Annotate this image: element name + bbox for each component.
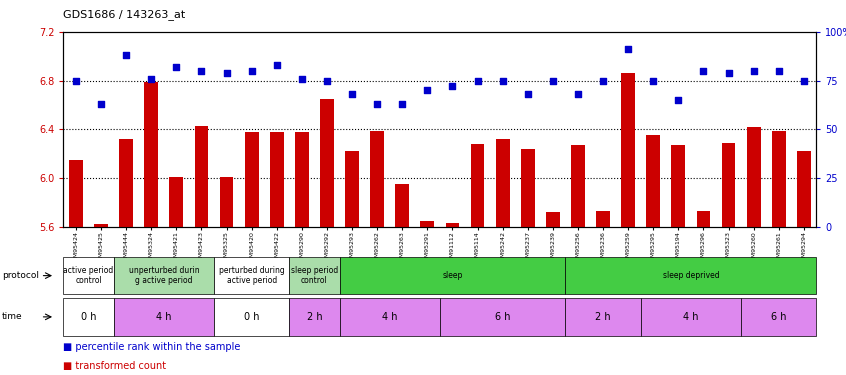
Bar — [345, 151, 359, 227]
Text: sleep period
control: sleep period control — [291, 266, 338, 285]
Text: time: time — [2, 312, 22, 321]
Bar — [270, 132, 283, 227]
Point — [546, 78, 559, 84]
Bar — [295, 132, 309, 227]
Text: ■ transformed count: ■ transformed count — [63, 361, 167, 371]
Point — [220, 70, 233, 76]
Point — [295, 76, 309, 82]
Bar — [69, 160, 83, 227]
Text: 4 h: 4 h — [382, 312, 398, 322]
Bar — [571, 145, 585, 227]
Bar — [797, 151, 810, 227]
Point — [446, 84, 459, 90]
Bar — [145, 82, 158, 227]
Point — [722, 70, 735, 76]
Point — [747, 68, 761, 74]
Point — [195, 68, 208, 74]
Bar — [395, 184, 409, 227]
Text: sleep deprived: sleep deprived — [662, 271, 719, 280]
Point — [320, 78, 333, 84]
Bar — [470, 144, 485, 227]
Point — [571, 91, 585, 97]
Point — [696, 68, 710, 74]
Point — [596, 78, 610, 84]
Bar — [420, 221, 434, 227]
Point — [69, 78, 83, 84]
Bar — [220, 177, 233, 227]
Text: 0 h: 0 h — [81, 312, 96, 322]
Bar — [496, 139, 509, 227]
Point — [470, 78, 484, 84]
Point — [270, 62, 283, 68]
Bar — [596, 211, 610, 227]
Point — [496, 78, 509, 84]
Bar — [446, 223, 459, 227]
Bar — [696, 211, 711, 227]
Bar — [244, 132, 259, 227]
Text: 4 h: 4 h — [684, 312, 699, 322]
Bar — [119, 139, 133, 227]
Bar — [320, 99, 334, 227]
Text: 6 h: 6 h — [495, 312, 510, 322]
Bar — [371, 130, 384, 227]
Text: unperturbed durin
g active period: unperturbed durin g active period — [129, 266, 199, 285]
Point — [244, 68, 258, 74]
Bar — [722, 143, 735, 227]
Text: 2 h: 2 h — [306, 312, 322, 322]
Bar — [521, 149, 535, 227]
Text: 2 h: 2 h — [596, 312, 611, 322]
Point — [169, 64, 183, 70]
Text: 0 h: 0 h — [244, 312, 260, 322]
Text: sleep: sleep — [442, 271, 463, 280]
Text: active period
control: active period control — [63, 266, 113, 285]
Text: GDS1686 / 143263_at: GDS1686 / 143263_at — [63, 9, 186, 20]
Point — [621, 46, 634, 53]
Point — [94, 101, 107, 107]
Text: 6 h: 6 h — [771, 312, 787, 322]
Bar — [94, 224, 108, 227]
Text: protocol: protocol — [2, 271, 39, 280]
Point — [420, 87, 434, 93]
Bar — [646, 135, 660, 227]
Point — [672, 97, 685, 103]
Point — [371, 101, 384, 107]
Point — [145, 76, 158, 82]
Text: perturbed during
active period: perturbed during active period — [219, 266, 284, 285]
Point — [345, 91, 359, 97]
Point — [772, 68, 785, 74]
Bar — [195, 126, 208, 227]
Point — [646, 78, 660, 84]
Bar — [672, 145, 685, 227]
Bar — [747, 127, 761, 227]
Point — [119, 52, 133, 58]
Bar — [169, 177, 184, 227]
Point — [395, 101, 409, 107]
Point — [521, 91, 535, 97]
Text: ■ percentile rank within the sample: ■ percentile rank within the sample — [63, 342, 241, 352]
Bar — [621, 74, 635, 227]
Bar — [546, 212, 560, 227]
Bar — [772, 130, 786, 227]
Point — [797, 78, 810, 84]
Text: 4 h: 4 h — [157, 312, 172, 322]
